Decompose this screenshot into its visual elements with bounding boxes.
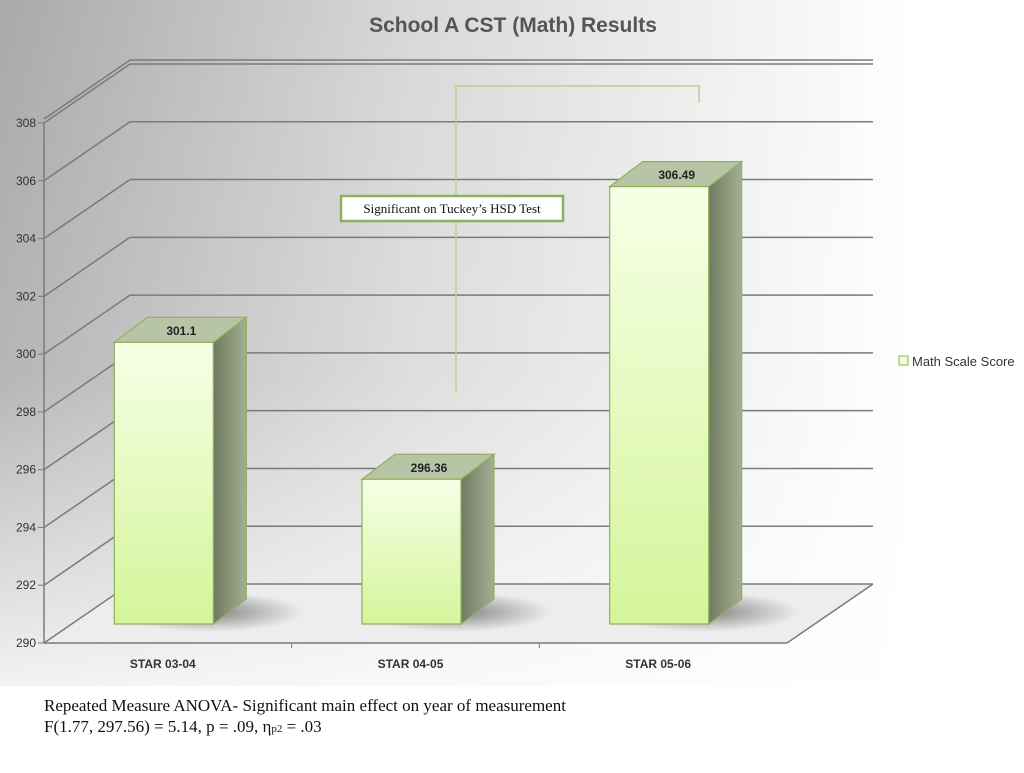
gridline-diagonal [43,178,131,240]
x-tick-label: STAR 04-05 [378,657,444,671]
legend-label: Math Scale Score [912,354,1015,369]
bar-side [460,453,495,626]
gridline-diagonal [43,121,131,182]
anova-caption-line2: F(1.77, 297.56) = 5.14, p = .09, ηp2 = .… [44,717,322,737]
y-tick-label: 296 [16,463,36,477]
y-tick-label: 308 [16,116,36,130]
gridlines [38,59,874,644]
x-axis-labels: STAR 03-04 STAR 04-05 STAR 05-06 [130,643,691,671]
anova-caption-line1: Repeated Measure ANOVA- Significant main… [44,696,566,715]
legend: Math Scale Score [898,354,1015,369]
y-tick-label: 290 [16,636,36,650]
y-tick-label: 294 [16,520,36,534]
y-tick-label: 306 [16,174,36,188]
chart-title: School A CST (Math) Results [369,14,657,37]
bar-star-05-06 [609,186,710,625]
anova-stats: F(1.77, 297.56) = 5.14, p = .09, η [44,717,272,736]
gridline-diagonal [43,63,131,124]
x-tick-label: STAR 03-04 [130,657,196,671]
data-label: 301.1 [166,324,196,338]
gridline-diagonal-top [43,59,131,120]
gridline-diagonal [43,294,131,355]
y-tick-label: 304 [16,232,36,246]
bar-star-03-04 [113,341,214,625]
bar-star-04-05 [361,478,462,625]
significance-annotation: Significant on Tuckey’s HSD Test [339,85,700,393]
annotation-text: Significant on Tuckey’s HSD Test [363,201,541,216]
annotation-box [339,194,565,223]
gridline-diagonal [43,236,131,297]
legend-swatch [898,355,909,366]
y-tick-label: 300 [16,347,36,361]
anova-effect-size: = .03 [282,717,322,736]
significance-bracket [455,85,700,393]
y-axis-ticks: 290 292 294 296 298 300 302 304 306 308 [16,116,36,650]
floor-right-edge [786,583,874,644]
y-tick-label: 298 [16,405,36,419]
bar-side [708,160,743,626]
x-tick-label: STAR 05-06 [625,657,691,671]
data-label: 296.36 [411,461,448,475]
bars: 301.1 296.36 306.49 [112,160,744,626]
bar-side [212,316,247,626]
y-tick-label: 302 [16,289,36,303]
data-label: 306.49 [658,168,695,182]
y-tick-label: 292 [16,578,36,592]
eta-subscript: p2 [271,723,283,735]
